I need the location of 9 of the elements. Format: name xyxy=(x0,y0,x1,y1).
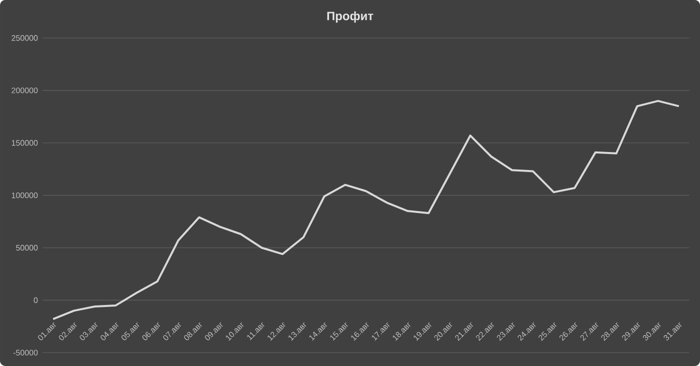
y-tick-label: 150000 xyxy=(12,140,38,146)
y-tick-label: 100000 xyxy=(12,192,38,198)
y-tick-label: 0 xyxy=(34,297,38,304)
line-series xyxy=(52,100,680,320)
y-tick-label: 200000 xyxy=(12,88,38,94)
y-tick-label: 250000 xyxy=(12,35,38,41)
chart-title: Профит xyxy=(327,11,374,23)
y-tick-label: 50000 xyxy=(16,244,38,251)
y-tick-label: -50000 xyxy=(13,350,38,356)
